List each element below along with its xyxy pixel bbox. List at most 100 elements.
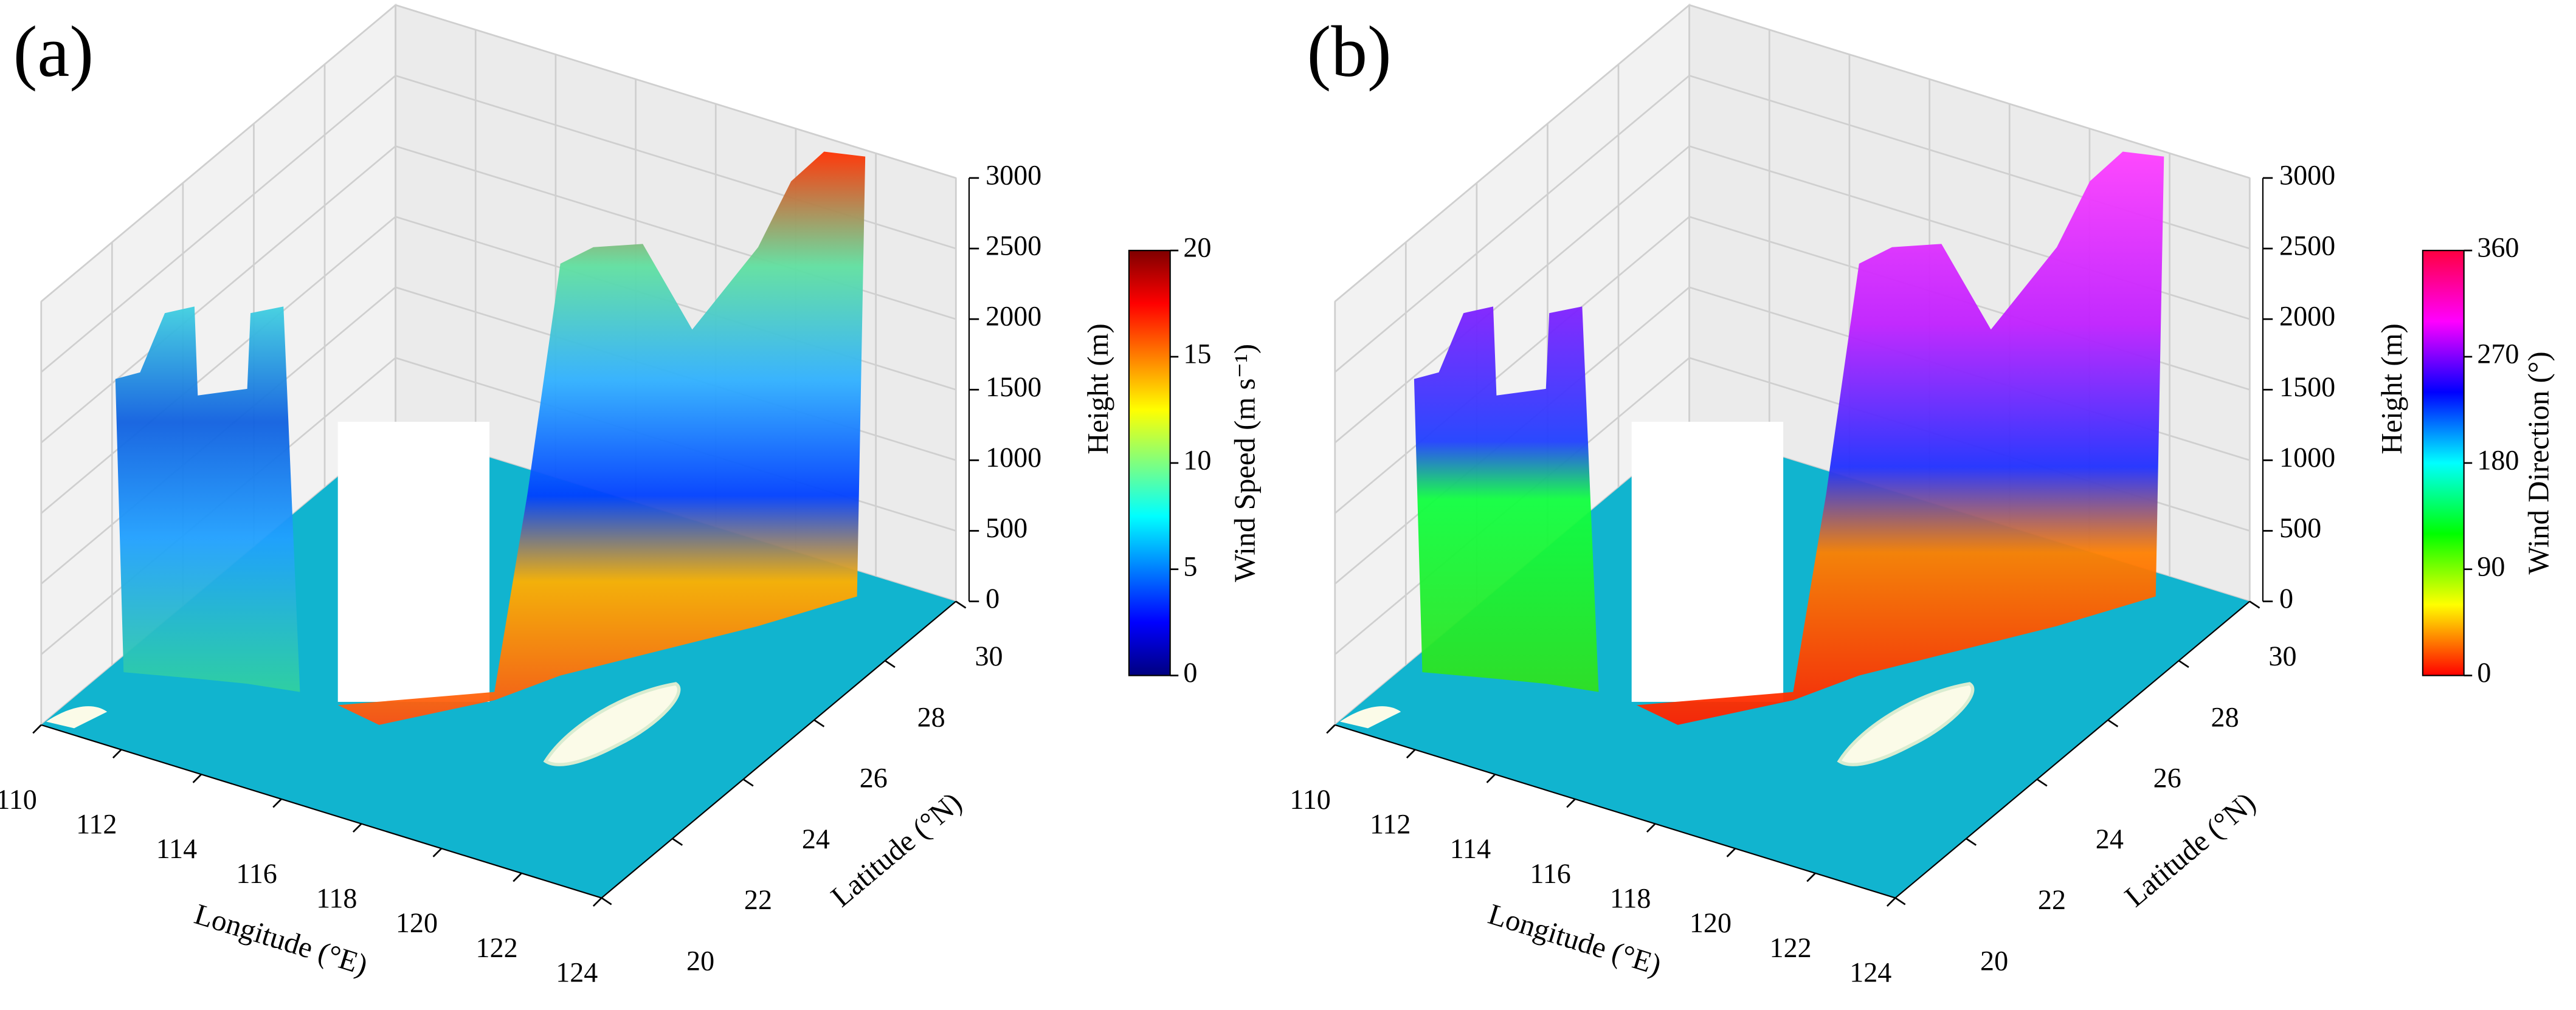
x-tick-label: 118 (316, 883, 357, 914)
z-tick-label: 3000 (986, 159, 1041, 190)
y-tick-label: 24 (2096, 823, 2124, 854)
grid-line (1334, 4, 1690, 303)
x-tick-label: 116 (1530, 858, 1570, 889)
y-tick (955, 600, 967, 609)
island (543, 682, 681, 766)
panel-label: (b) (1307, 12, 1392, 92)
colorbar-tick-label: 10 (1183, 444, 1211, 475)
grid-line (1334, 216, 1690, 514)
x-tick-label: 114 (156, 833, 197, 864)
x-tick (1406, 749, 1416, 759)
y-tick (2107, 719, 2119, 727)
grid-line (395, 4, 956, 179)
z-tick-label: 1500 (986, 371, 1041, 402)
x-tick-label: 112 (1370, 809, 1411, 840)
white-block (337, 422, 490, 702)
colorbar-tick-label: 0 (2477, 657, 2491, 688)
x-tick-label: 118 (1610, 883, 1651, 914)
z-tick-label: 2500 (986, 230, 1041, 261)
x-tick (1326, 724, 1336, 734)
colorbar-tick-label: 360 (2477, 232, 2519, 263)
colorbar-tick-label: 15 (1183, 338, 1211, 369)
x-tick (1806, 872, 1816, 882)
colorbar-tick-label: 90 (2477, 551, 2505, 582)
z-tick-label: 2000 (986, 301, 1041, 332)
x-tick (592, 897, 603, 907)
z-tick-label: 2500 (2279, 230, 2335, 261)
grid-line (40, 216, 396, 514)
coast (1339, 706, 1401, 729)
y-tick-label: 28 (2211, 701, 2239, 732)
y-tick-label: 20 (686, 946, 714, 977)
x-tick (1726, 848, 1736, 857)
coast (46, 706, 108, 729)
z-tick-label: 1000 (2279, 442, 2335, 473)
z-tick-label: 0 (986, 583, 1000, 614)
y-tick-label: 30 (2268, 641, 2296, 672)
y-tick (672, 837, 683, 846)
colorbar (2422, 250, 2465, 676)
y-tick-label: 20 (1980, 946, 2008, 977)
y-tick-label: 28 (917, 701, 945, 732)
y-axis-title: Latitude (°N) (2119, 786, 2262, 913)
x-tick (513, 872, 522, 882)
y-tick (742, 778, 754, 787)
z-tick-label: 500 (2279, 512, 2321, 543)
x-tick-label: 120 (1690, 907, 1732, 938)
y-tick-label: 22 (2038, 884, 2066, 915)
z-axis-title: Height (m) (2375, 323, 2408, 454)
z-tick-label: 3000 (2279, 159, 2335, 190)
x-tick-label: 114 (1450, 833, 1491, 864)
x-tick (272, 798, 282, 808)
curtain (1636, 151, 2164, 725)
grid-line (1689, 4, 2250, 179)
grid-line (40, 145, 396, 444)
y-axis (601, 600, 956, 899)
x-tick-label: 122 (476, 932, 518, 963)
x-tick (112, 749, 122, 759)
colorbar-tick-label: 270 (2477, 338, 2519, 369)
z-tick-label: 2000 (2279, 301, 2335, 332)
x-axis (41, 724, 602, 899)
x-tick (1886, 897, 1896, 907)
y-tick-label: 22 (744, 884, 772, 915)
colorbar-tick-label: 20 (1183, 232, 1211, 263)
x-tick-label: 124 (556, 957, 598, 988)
y-tick (884, 660, 896, 668)
y-tick-label: 30 (975, 641, 1003, 672)
curtain (115, 306, 300, 692)
x-tick (32, 724, 42, 734)
x-tick-label: 110 (1290, 784, 1330, 815)
z-tick-label: 0 (2279, 583, 2293, 614)
x-tick (1646, 823, 1656, 833)
y-tick-label: 26 (2153, 763, 2181, 794)
grid-line (40, 75, 396, 373)
z-tick-label: 1500 (2279, 371, 2335, 402)
colorbar-tick-label: 0 (1183, 657, 1197, 688)
colorbar-tick-label: 180 (2477, 444, 2519, 475)
x-tick-label: 120 (396, 907, 438, 938)
panel-label: (a) (13, 12, 94, 92)
x-axis (1335, 724, 1896, 899)
white-block (1631, 422, 1784, 702)
y-tick-label: 24 (802, 823, 830, 854)
x-tick-label: 110 (0, 784, 37, 815)
z-tick-label: 1000 (986, 442, 1041, 473)
colorbar-title: Wind Speed (m s⁻¹) (1228, 344, 1261, 582)
y-axis-title: Latitude (°N) (825, 786, 968, 913)
x-tick (432, 848, 443, 857)
z-tick-label: 500 (986, 512, 1027, 543)
y-tick (601, 897, 612, 905)
y-tick (1894, 897, 1906, 905)
x-tick-label: 112 (76, 809, 117, 840)
x-tick (1566, 798, 1576, 808)
colorbar-tick-label: 5 (1183, 551, 1197, 582)
curtain (1414, 306, 1599, 692)
x-tick (192, 774, 202, 783)
grid-line (1334, 75, 1690, 373)
y-axis (1894, 600, 2250, 899)
x-tick-label: 116 (236, 858, 277, 889)
x-tick-label: 122 (1770, 932, 1812, 963)
